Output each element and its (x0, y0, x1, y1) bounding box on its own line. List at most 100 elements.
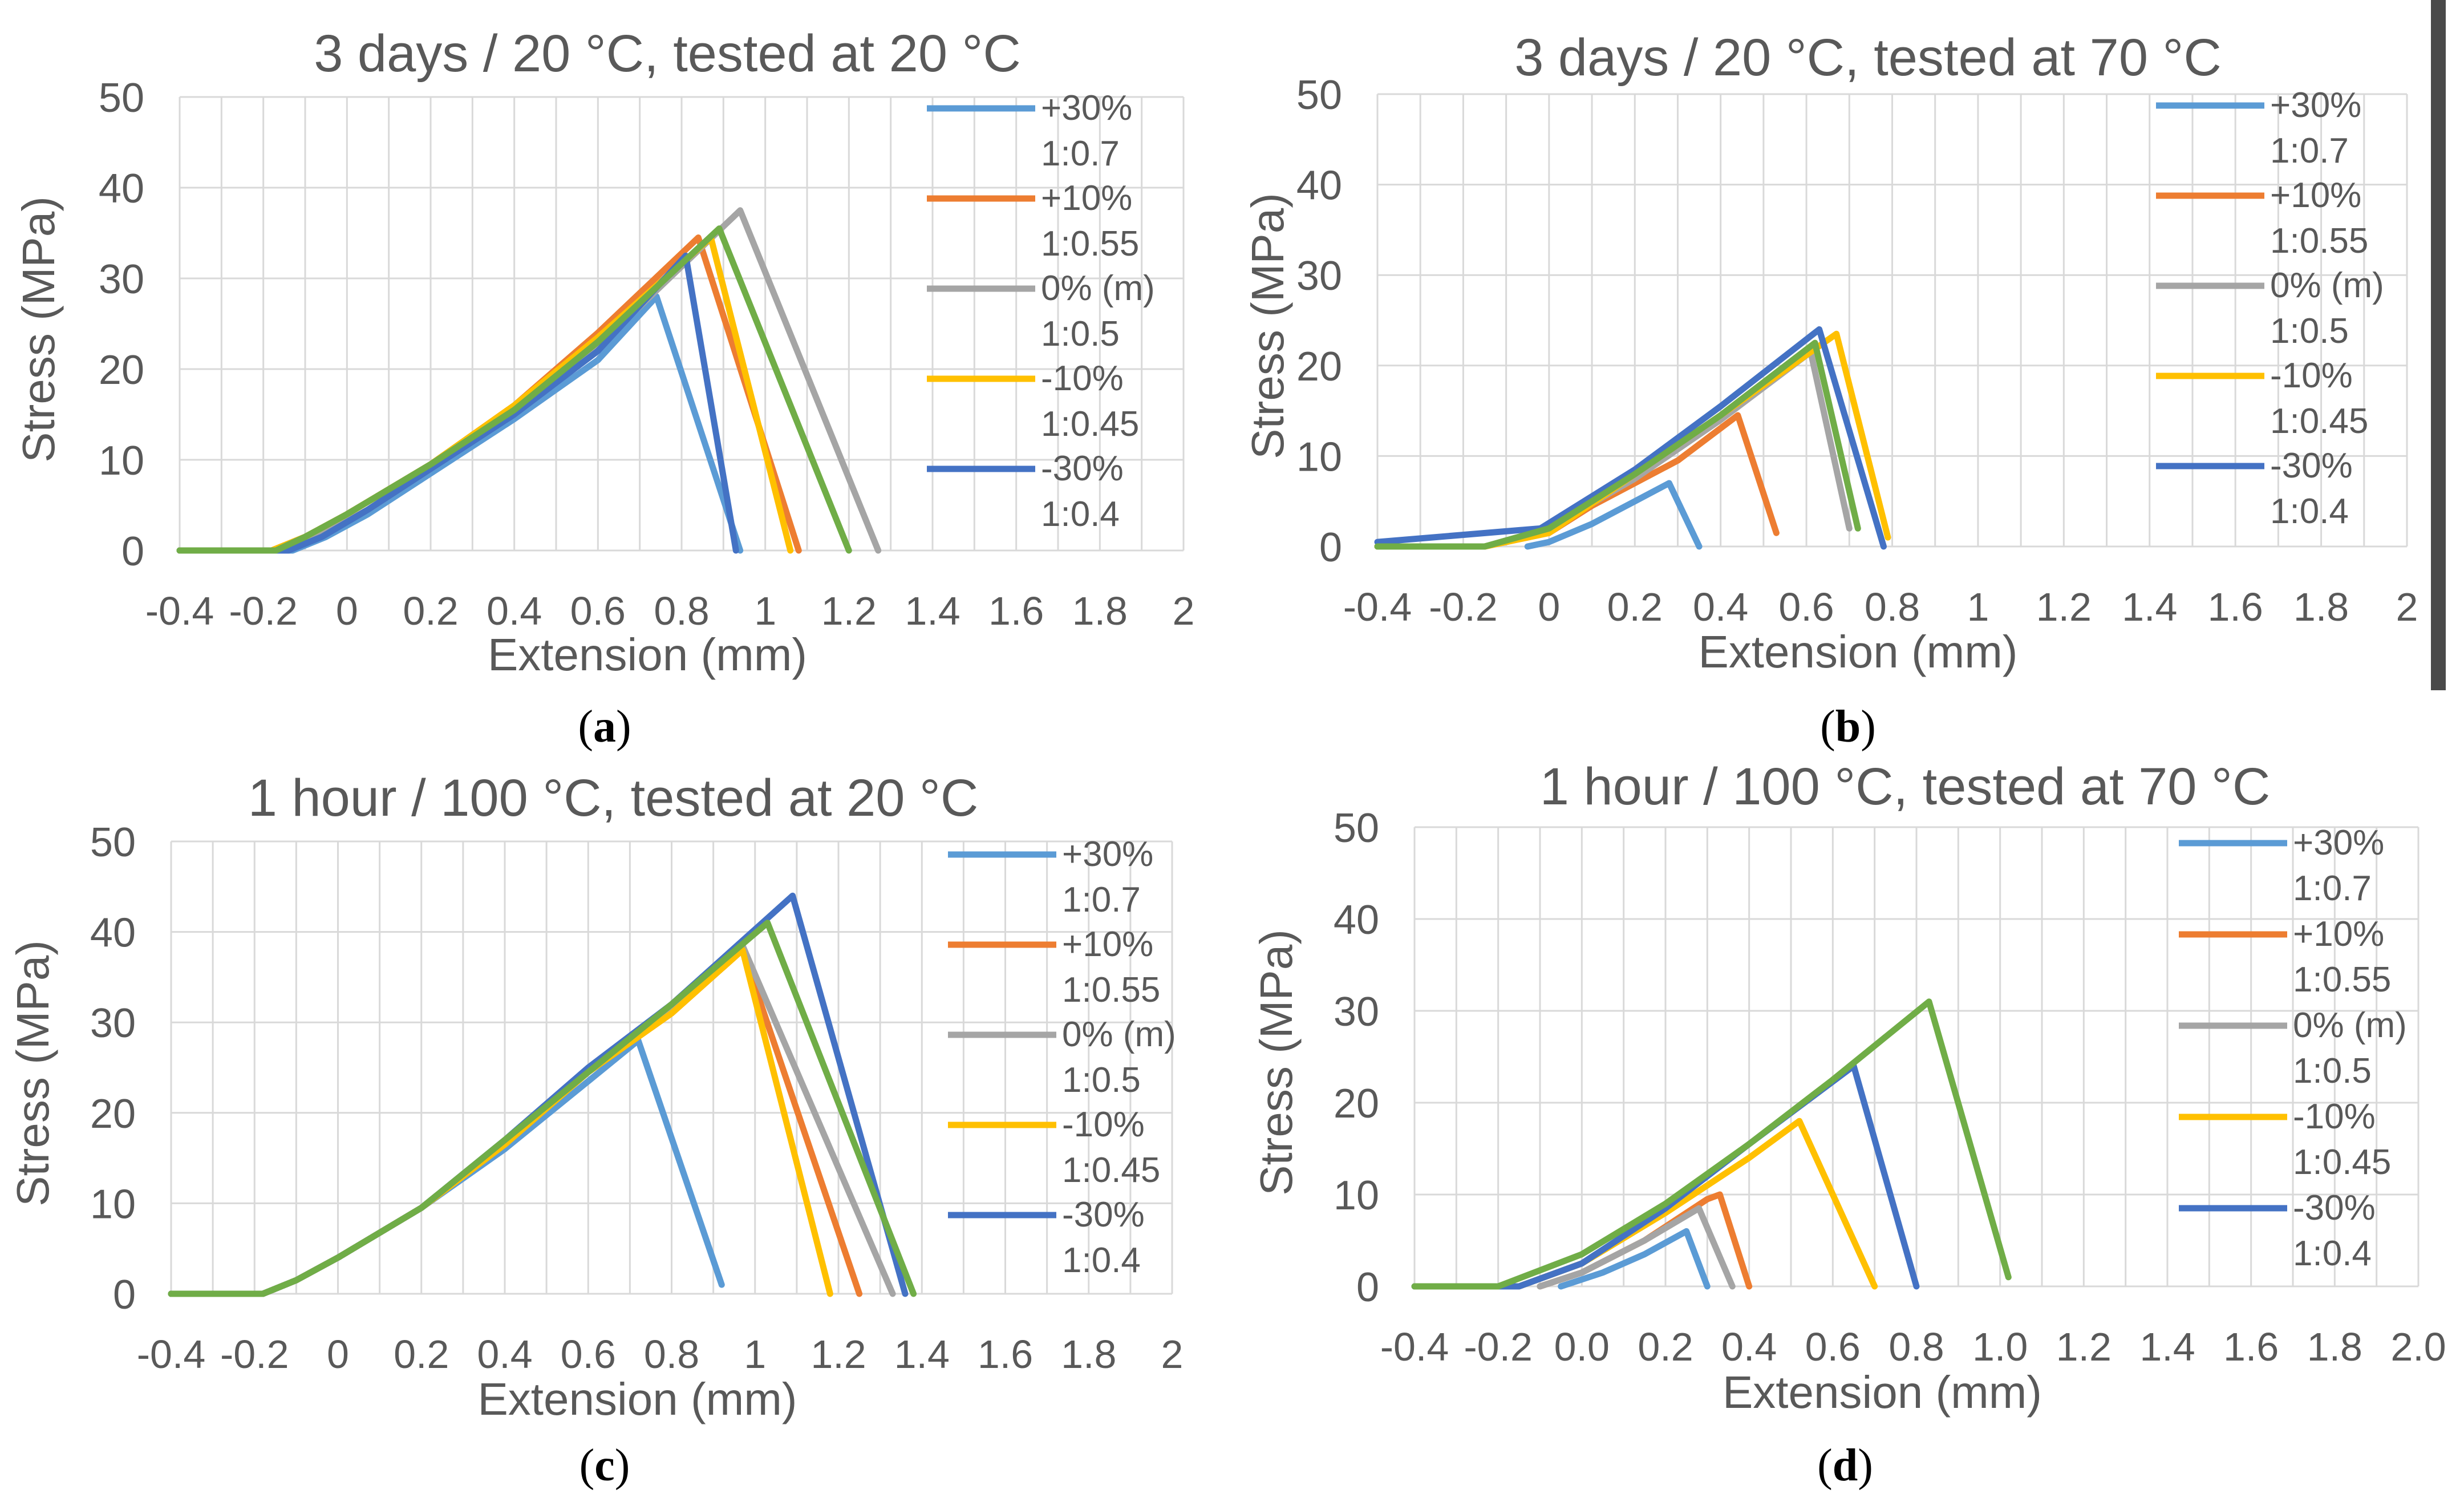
legend-ratio: 1:0.5 (1062, 1060, 1141, 1100)
x-tick-label: -0.4 (145, 589, 214, 633)
legend-label: -30% (1041, 449, 1124, 488)
legend-label: -10% (2293, 1097, 2376, 1136)
legend-label: +10% (2293, 914, 2384, 954)
legend-ratio: 1:0.7 (2293, 869, 2372, 908)
chart-panel-c: 1 hour / 100 °C, tested at 20 °C01020304… (7, 769, 1183, 1491)
legend-label: 0% (m) (1041, 269, 1155, 308)
x-tick-label: 1.8 (2293, 585, 2349, 629)
legend-ratio: 1:0.7 (1041, 134, 1120, 173)
x-tick-label: -0.2 (220, 1332, 289, 1377)
y-tick-label: 50 (99, 75, 144, 121)
y-tick-label: 10 (1334, 1173, 1379, 1218)
legend-label: +10% (1041, 179, 1132, 218)
legend-label: -10% (2270, 356, 2353, 395)
y-tick-label: 20 (99, 347, 144, 393)
legend-ratio: 1:0.4 (2293, 1234, 2372, 1273)
legend-label: +30% (2270, 86, 2361, 125)
series-line-plus10 (1374, 412, 1780, 550)
legend-label: -30% (2270, 446, 2353, 485)
y-axis-label: Stress (MPa) (13, 196, 64, 463)
series-line-minus10 (176, 234, 794, 554)
series-line-zero (1537, 1205, 1736, 1290)
y-tick-label: 50 (1334, 805, 1379, 851)
x-tick-label: -0.4 (137, 1332, 206, 1377)
legend-label: 0% (m) (2270, 266, 2384, 305)
x-tick-label: 1 (1967, 585, 1989, 629)
y-tick-label: 30 (1296, 253, 1342, 299)
series-line-minus30 (1374, 326, 1887, 550)
y-tick-label: 40 (99, 166, 144, 212)
x-tick-label: 0.6 (1778, 585, 1834, 629)
x-axis-label: Extension (mm) (1723, 1367, 2042, 1418)
legend-ratio: 1:0.45 (2270, 402, 2368, 441)
x-tick-label: 2.0 (2390, 1325, 2446, 1369)
x-tick-label: 0.4 (477, 1332, 532, 1377)
x-tick-label: 1.4 (2122, 585, 2177, 629)
x-tick-label: 1 (754, 589, 776, 633)
caption-letter: a (593, 702, 616, 752)
legend-ratio: 1:0.5 (2293, 1051, 2372, 1091)
x-tick-label: 1.4 (2139, 1325, 2195, 1369)
x-tick-label: 1 (744, 1332, 766, 1377)
caption-open-paren: ( (578, 702, 593, 752)
x-tick-label: 0.8 (1888, 1325, 1944, 1369)
caption-close-paren: ) (615, 1440, 630, 1491)
x-tick-label: -0.2 (229, 589, 298, 633)
x-tick-label: 2 (1173, 589, 1195, 633)
legend-label: +30% (1062, 835, 1153, 874)
legend-ratio: 1:0.55 (1041, 224, 1139, 264)
x-tick-label: 0.4 (487, 589, 542, 633)
y-tick-label: 10 (90, 1181, 136, 1227)
x-tick-label: 0.2 (1607, 585, 1663, 629)
legend-ratio: 1:0.4 (2270, 492, 2349, 531)
y-axis-label: Stress (MPa) (7, 940, 58, 1207)
x-axis-label: Extension (mm) (1698, 626, 2017, 677)
legend-label: +10% (2270, 176, 2361, 215)
x-tick-label: 0 (336, 589, 358, 633)
x-tick-label: 1.6 (2223, 1325, 2279, 1369)
chart-title: 1 hour / 100 °C, tested at 20 °C (248, 769, 979, 827)
x-tick-label: 1.6 (978, 1332, 1033, 1377)
x-tick-label: 0.4 (1721, 1325, 1777, 1369)
x-tick-label: 1.8 (1072, 589, 1128, 633)
y-tick-label: 30 (90, 1001, 136, 1046)
caption-open-paren: ( (1817, 1440, 1833, 1491)
caption-open-paren: ( (1820, 702, 1835, 752)
y-axis-label: Stress (MPa) (1242, 193, 1293, 459)
series-line-green (168, 920, 917, 1297)
legend-label: 0% (m) (1062, 1015, 1176, 1054)
series-line-minus30 (168, 892, 909, 1297)
x-tick-label: 0.2 (1638, 1325, 1693, 1369)
y-tick-label: 10 (99, 438, 144, 484)
x-tick-label: -0.4 (1343, 585, 1412, 629)
caption-letter: d (1833, 1440, 1858, 1491)
y-tick-label: 20 (1296, 344, 1342, 390)
series-line-zero (1374, 349, 1853, 550)
x-tick-label: 0.6 (570, 589, 626, 633)
legend-ratio: 1:0.45 (2293, 1143, 2391, 1182)
x-tick-label: 1.2 (2056, 1325, 2112, 1369)
chart-title: 3 days / 20 °C, tested at 20 °C (314, 25, 1021, 83)
y-tick-label: 30 (1334, 989, 1379, 1035)
x-tick-label: 1.6 (988, 589, 1044, 633)
y-tick-label: 40 (1334, 897, 1379, 943)
y-tick-label: 0 (1356, 1265, 1379, 1310)
x-tick-label: 0.6 (561, 1332, 616, 1377)
x-tick-label: 0.8 (644, 1332, 699, 1377)
x-tick-label: -0.4 (1380, 1325, 1449, 1369)
y-tick-label: 40 (90, 910, 136, 956)
series-line-plus10 (176, 234, 802, 554)
x-tick-label: 1.8 (2307, 1325, 2362, 1369)
y-tick-label: 20 (1334, 1081, 1379, 1127)
x-tick-label: 0.2 (394, 1332, 449, 1377)
x-tick-label: 0 (1538, 585, 1560, 629)
caption-open-paren: ( (579, 1440, 595, 1491)
x-tick-label: 0.4 (1693, 585, 1748, 629)
series-line-green (176, 225, 852, 554)
side-bar (2431, 0, 2446, 690)
legend-ratio: 1:0.45 (1041, 404, 1139, 444)
legend-label: -10% (1062, 1105, 1145, 1144)
y-tick-label: 0 (121, 529, 144, 574)
legend-ratio: 1:0.7 (2270, 131, 2349, 171)
panel-caption: (b) (1820, 702, 1876, 752)
